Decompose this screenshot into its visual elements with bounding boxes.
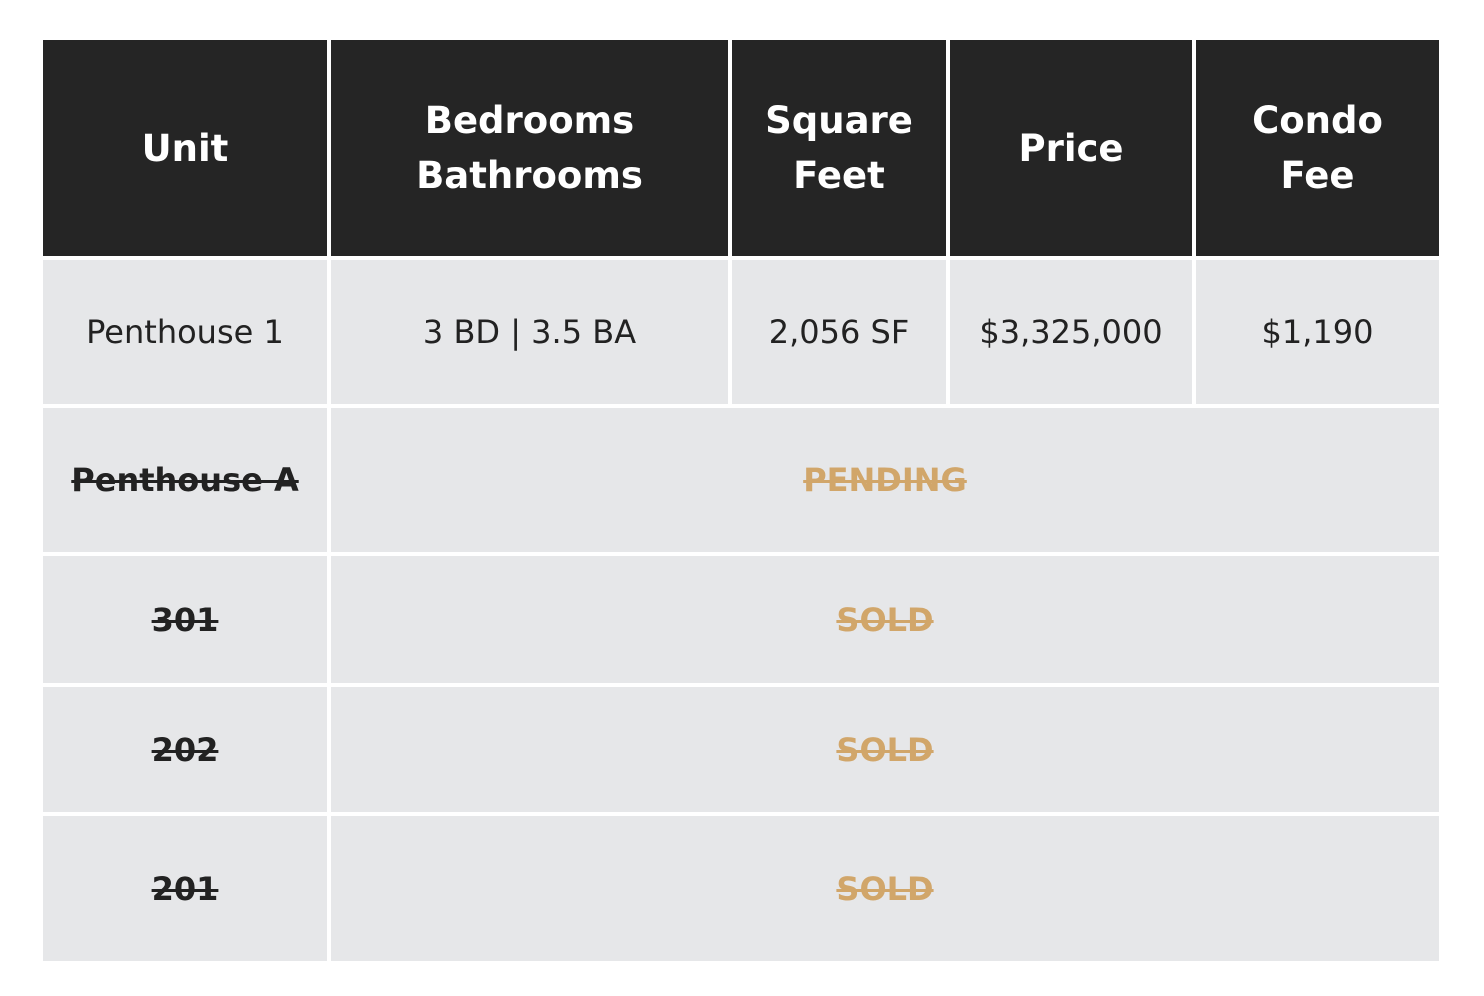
unit-name-cell: Penthouse 1 <box>43 256 331 408</box>
header-price: Price <box>946 40 1196 260</box>
condo-fee-cell: $1,190 <box>1192 256 1439 408</box>
units-table-container: Unit Bedrooms Bathrooms Square Feet Pric… <box>43 40 1439 961</box>
table-row: 201 SOLD <box>43 812 1439 961</box>
table-row: Penthouse 1 3 BD | 3.5 BA 2,056 SF $3,32… <box>43 256 1439 408</box>
bed-bath-cell: 3 BD | 3.5 BA <box>327 256 732 408</box>
status-cell: SOLD <box>327 812 1439 961</box>
status-cell: SOLD <box>327 683 1439 816</box>
table-row: Penthouse A PENDING <box>43 404 1439 556</box>
unit-name-cell: 201 <box>43 812 331 961</box>
unit-name-cell: 202 <box>43 683 331 816</box>
header-condo-fee: Condo Fee <box>1192 40 1439 260</box>
status-cell: PENDING <box>327 404 1439 556</box>
square-feet-cell: 2,056 SF <box>728 256 950 408</box>
header-square-feet: Square Feet <box>728 40 950 260</box>
units-table: Unit Bedrooms Bathrooms Square Feet Pric… <box>43 40 1439 961</box>
price-cell: $3,325,000 <box>946 256 1196 408</box>
table-row: 301 SOLD <box>43 552 1439 687</box>
header-bedrooms-bathrooms: Bedrooms Bathrooms <box>327 40 732 260</box>
header-unit: Unit <box>43 40 331 260</box>
table-header-row: Unit Bedrooms Bathrooms Square Feet Pric… <box>43 40 1439 260</box>
table-row: 202 SOLD <box>43 683 1439 816</box>
unit-name-cell: 301 <box>43 552 331 687</box>
unit-name-cell: Penthouse A <box>43 404 331 556</box>
status-cell: SOLD <box>327 552 1439 687</box>
